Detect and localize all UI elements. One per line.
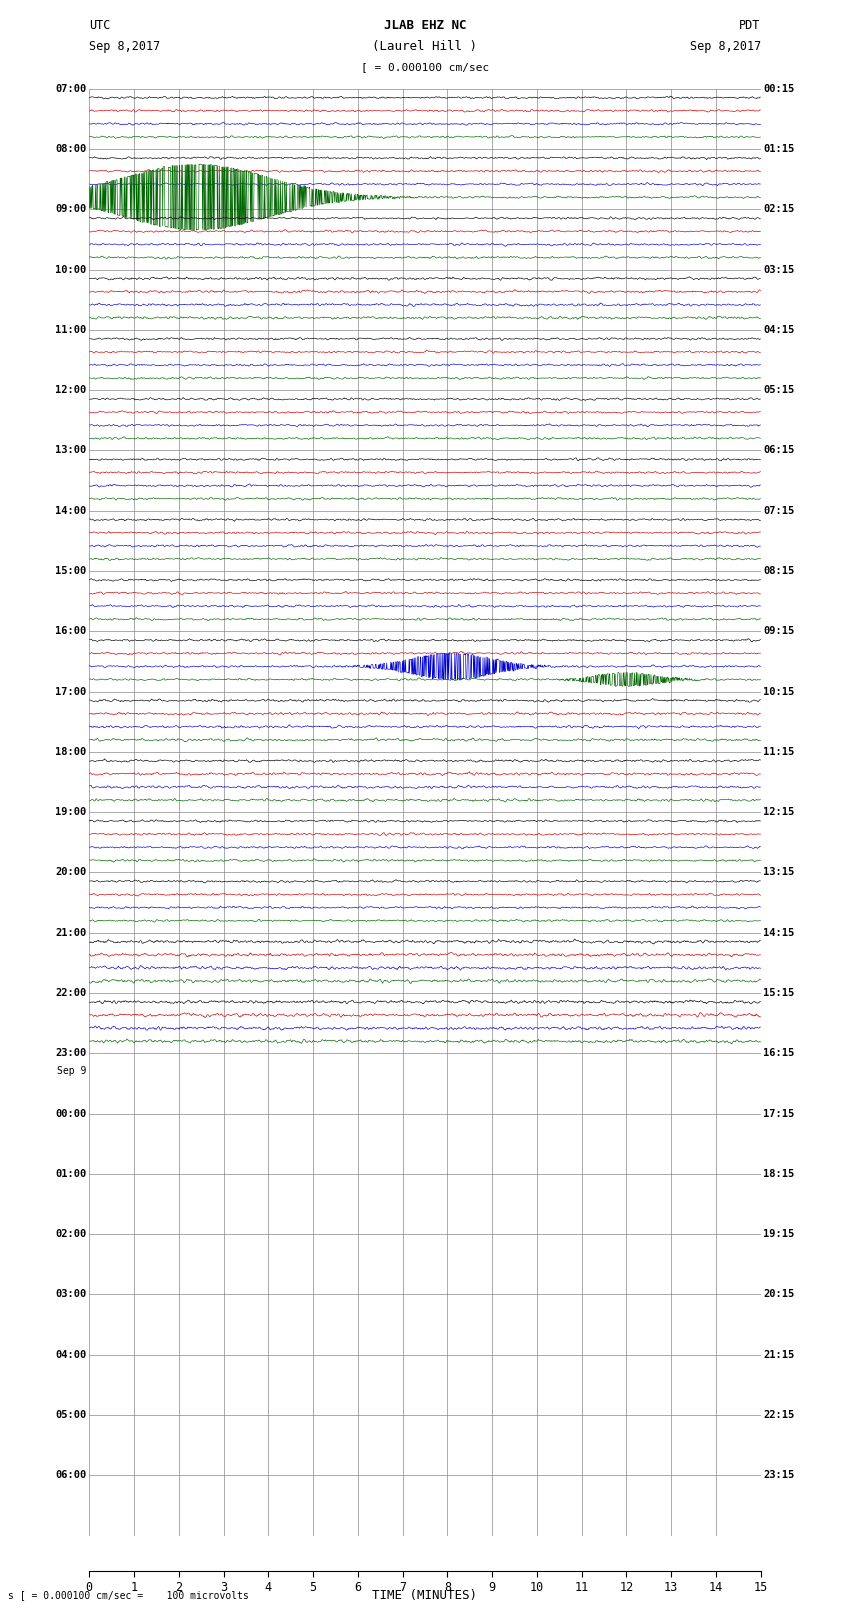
Text: 23:00: 23:00	[55, 1048, 87, 1058]
Text: PDT: PDT	[740, 19, 761, 32]
Text: Sep 9: Sep 9	[57, 1066, 87, 1076]
Text: [ = 0.000100 cm/sec: [ = 0.000100 cm/sec	[361, 63, 489, 73]
Text: 23:15: 23:15	[763, 1471, 795, 1481]
Text: 16:00: 16:00	[55, 626, 87, 636]
Text: 14:00: 14:00	[55, 506, 87, 516]
Text: 04:00: 04:00	[55, 1350, 87, 1360]
Text: 07:15: 07:15	[763, 506, 795, 516]
Text: 09:15: 09:15	[763, 626, 795, 636]
Text: UTC: UTC	[89, 19, 110, 32]
Text: 05:00: 05:00	[55, 1410, 87, 1419]
Text: 04:15: 04:15	[763, 324, 795, 336]
Text: 12:15: 12:15	[763, 806, 795, 818]
Text: 03:00: 03:00	[55, 1289, 87, 1300]
Text: 11:00: 11:00	[55, 324, 87, 336]
Text: 17:15: 17:15	[763, 1108, 795, 1118]
Text: 19:15: 19:15	[763, 1229, 795, 1239]
Text: 21:00: 21:00	[55, 927, 87, 937]
Text: 18:15: 18:15	[763, 1169, 795, 1179]
Text: 20:15: 20:15	[763, 1289, 795, 1300]
Text: 20:00: 20:00	[55, 868, 87, 877]
Text: 00:00: 00:00	[55, 1108, 87, 1118]
Text: (Laurel Hill ): (Laurel Hill )	[372, 40, 478, 53]
Text: 22:00: 22:00	[55, 989, 87, 998]
Text: 00:15: 00:15	[763, 84, 795, 94]
Text: 01:15: 01:15	[763, 144, 795, 153]
Text: s [ = 0.000100 cm/sec =    100 microvolts: s [ = 0.000100 cm/sec = 100 microvolts	[8, 1590, 249, 1600]
Text: 14:15: 14:15	[763, 927, 795, 937]
Text: 21:15: 21:15	[763, 1350, 795, 1360]
Text: 06:15: 06:15	[763, 445, 795, 455]
Text: 07:00: 07:00	[55, 84, 87, 94]
Text: 18:00: 18:00	[55, 747, 87, 756]
Text: 22:15: 22:15	[763, 1410, 795, 1419]
Text: JLAB EHZ NC: JLAB EHZ NC	[383, 19, 467, 32]
Text: 13:15: 13:15	[763, 868, 795, 877]
Text: 02:00: 02:00	[55, 1229, 87, 1239]
Text: 13:00: 13:00	[55, 445, 87, 455]
Text: TIME (MINUTES): TIME (MINUTES)	[372, 1589, 478, 1602]
Text: 12:00: 12:00	[55, 386, 87, 395]
Text: 11:15: 11:15	[763, 747, 795, 756]
Text: 05:15: 05:15	[763, 386, 795, 395]
Text: 09:00: 09:00	[55, 205, 87, 215]
Text: Sep 8,2017: Sep 8,2017	[689, 40, 761, 53]
Text: 10:00: 10:00	[55, 265, 87, 274]
Text: 19:00: 19:00	[55, 806, 87, 818]
Text: 03:15: 03:15	[763, 265, 795, 274]
Text: 10:15: 10:15	[763, 687, 795, 697]
Text: Sep 8,2017: Sep 8,2017	[89, 40, 161, 53]
Text: 06:00: 06:00	[55, 1471, 87, 1481]
Text: 01:00: 01:00	[55, 1169, 87, 1179]
Text: 08:15: 08:15	[763, 566, 795, 576]
Text: 17:00: 17:00	[55, 687, 87, 697]
Text: 15:00: 15:00	[55, 566, 87, 576]
Text: 08:00: 08:00	[55, 144, 87, 153]
Text: 16:15: 16:15	[763, 1048, 795, 1058]
Text: 15:15: 15:15	[763, 989, 795, 998]
Text: 02:15: 02:15	[763, 205, 795, 215]
